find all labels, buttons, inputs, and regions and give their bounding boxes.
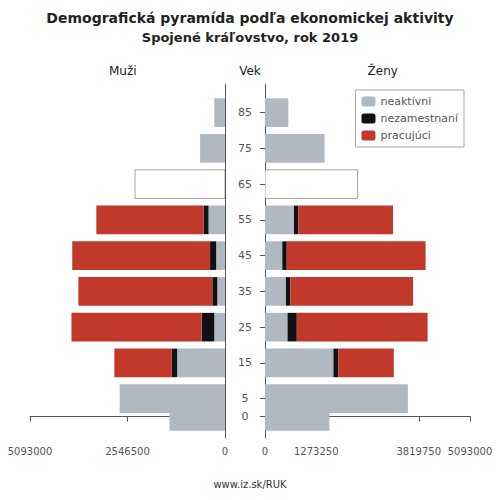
svg-text:5093000: 5093000 (448, 446, 493, 457)
svg-text:55: 55 (238, 213, 252, 226)
svg-text:1273250: 1273250 (294, 446, 339, 457)
svg-text:5: 5 (242, 392, 249, 405)
svg-text:Spojené kráľovstvo, rok 2019: Spojené kráľovstvo, rok 2019 (142, 30, 358, 45)
svg-text:www.iz.sk/RUK: www.iz.sk/RUK (213, 479, 287, 490)
svg-text:0: 0 (222, 446, 228, 457)
svg-text:3819750: 3819750 (396, 446, 441, 457)
svg-text:Demografická pyramída podľa ek: Demografická pyramída podľa ekonomickej … (46, 10, 453, 26)
svg-text:0: 0 (242, 410, 249, 423)
svg-text:35: 35 (238, 285, 252, 298)
svg-text:5093000: 5093000 (8, 446, 53, 457)
svg-text:45: 45 (238, 249, 252, 262)
svg-text:25: 25 (238, 321, 252, 334)
svg-text:2546500: 2546500 (105, 446, 150, 457)
svg-text:Muži: Muži (109, 64, 137, 78)
svg-text:65: 65 (238, 178, 252, 191)
svg-text:neaktívni: neaktívni (380, 95, 431, 108)
svg-text:Ženy: Ženy (368, 63, 398, 78)
svg-text:85: 85 (238, 106, 252, 119)
svg-text:nezamestnaní: nezamestnaní (380, 112, 458, 125)
svg-text:15: 15 (238, 356, 252, 369)
svg-text:pracujúci: pracujúci (380, 129, 430, 142)
svg-text:Vek: Vek (239, 64, 261, 78)
svg-text:0: 0 (262, 446, 268, 457)
svg-text:75: 75 (238, 142, 252, 155)
